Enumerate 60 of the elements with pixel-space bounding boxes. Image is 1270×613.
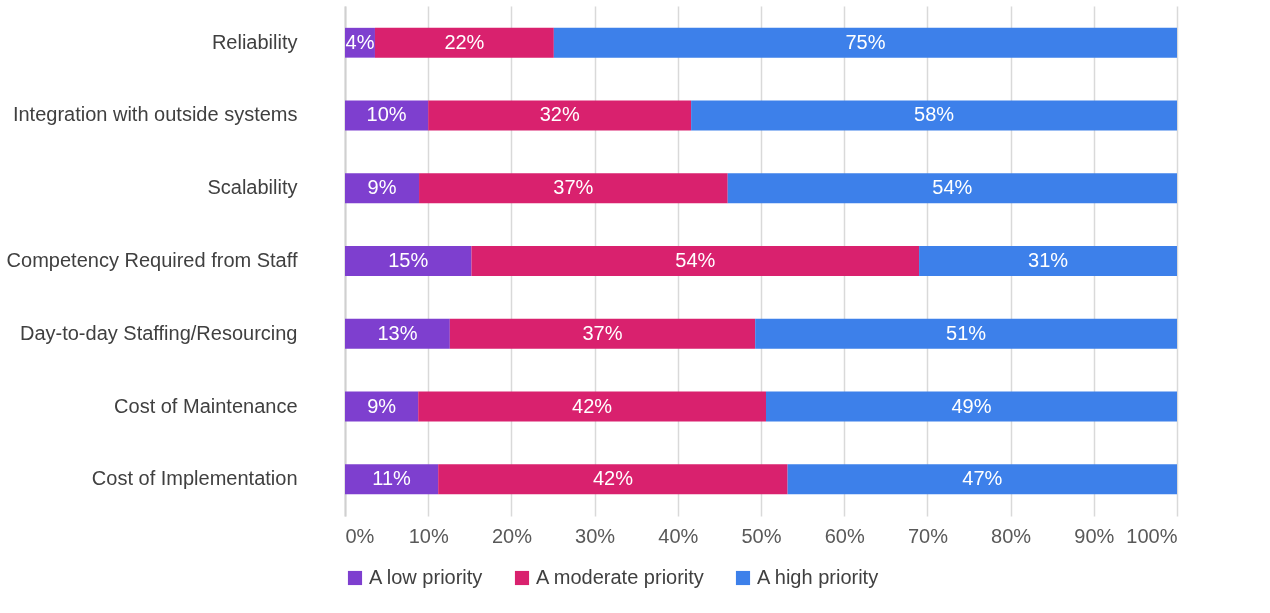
data-label: 10% [366, 103, 407, 126]
x-tick-label: 70% [907, 524, 949, 547]
bar [345, 318, 450, 349]
bar [449, 318, 756, 349]
bar [419, 173, 728, 204]
data-label: 9% [367, 176, 397, 199]
data-label: 15% [388, 249, 429, 271]
data-label: 37% [553, 176, 594, 199]
y-tick-label: Reliability [211, 30, 298, 53]
bar [438, 464, 788, 495]
bar [471, 246, 920, 276]
bar [691, 100, 1177, 131]
y-tick-label: Cost of Maintenance [114, 394, 298, 417]
data-label: 13% [377, 321, 418, 344]
data-label: 47% [962, 467, 1003, 490]
y-tick-label: Day-to-day Staffing/Resourcing [19, 321, 298, 344]
data-label: 54% [932, 176, 973, 199]
y-tick-label: Cost of Implementation [91, 467, 298, 490]
bar [765, 391, 1177, 422]
x-tick-label: 40% [658, 524, 699, 547]
data-label: 58% [914, 103, 955, 126]
x-tick-label: 20% [491, 524, 533, 547]
x-tick-label: 0% [345, 524, 375, 547]
bar [345, 464, 439, 495]
x-tick-label: 10% [408, 524, 449, 547]
bar [553, 27, 1177, 58]
bar [787, 464, 1177, 495]
bar [345, 173, 420, 204]
data-label: 4% [345, 30, 375, 53]
data-label: 31% [1028, 249, 1069, 271]
data-label: 32% [539, 103, 580, 126]
bar [345, 246, 472, 276]
legend-label: A moderate priority [536, 566, 704, 588]
x-tick-label: 60% [824, 524, 865, 547]
data-label: 51% [946, 321, 987, 344]
data-label: 11% [372, 467, 412, 490]
data-label: 54% [675, 249, 716, 271]
x-tick-label: 80% [991, 524, 1032, 547]
bar [919, 246, 1177, 276]
bar [374, 27, 554, 58]
y-tick-label: Competency Required from Staff [6, 249, 298, 271]
x-tick-label: 50% [741, 524, 782, 547]
data-label: 37% [582, 321, 623, 344]
bar [418, 391, 766, 422]
data-label: 42% [572, 394, 613, 417]
bar [755, 318, 1177, 349]
bar [428, 100, 692, 131]
bar [727, 173, 1177, 204]
x-tick-label: 90% [1074, 524, 1115, 547]
data-label: 22% [444, 30, 485, 53]
legend-label: A low priority [369, 566, 483, 588]
y-tick-label: Integration with outside systems [12, 103, 298, 126]
x-tick-label: 30% [575, 524, 616, 547]
data-label: 75% [845, 30, 886, 53]
y-tick-label: Scalability [207, 176, 298, 199]
data-label: 42% [592, 467, 634, 490]
data-label: 49% [951, 394, 992, 417]
data-label: 9% [367, 394, 397, 417]
legend-label: A high priority [757, 566, 879, 588]
x-tick-label: 100% [1126, 524, 1178, 547]
